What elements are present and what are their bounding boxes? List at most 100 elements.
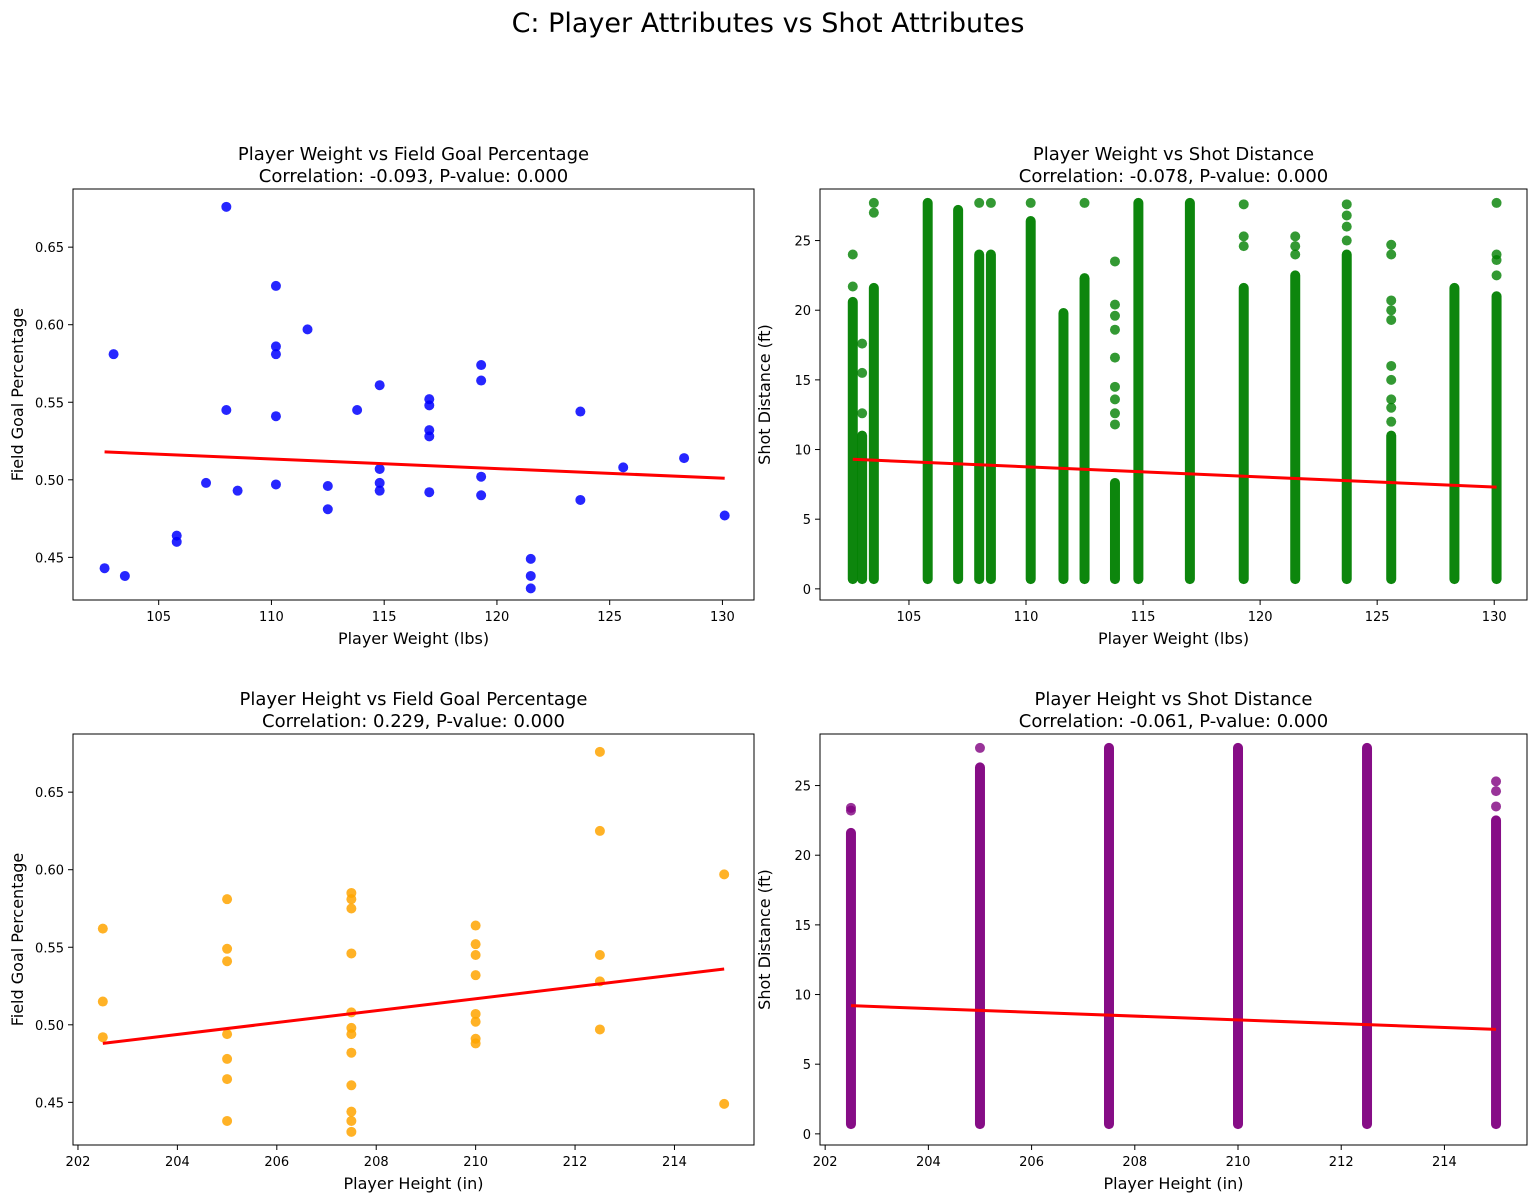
data-point [1341, 235, 1352, 246]
data-point [618, 462, 629, 473]
regression-line [852, 457, 1497, 489]
data-point [1109, 256, 1120, 267]
data-point [374, 380, 385, 391]
data-point [1386, 360, 1397, 371]
plot-area [97, 746, 730, 1137]
data-point [847, 281, 858, 292]
data-point [1109, 419, 1120, 430]
data-point [857, 408, 868, 419]
data-point [222, 1029, 233, 1040]
data-point [1109, 408, 1120, 419]
x-tick-label: 125 [1365, 610, 1390, 625]
chart-panel-2: Player Weight vs Shot DistanceCorrelatio… [755, 144, 1528, 648]
x-tick-label: 212 [1329, 1155, 1354, 1170]
data-point [1341, 221, 1352, 232]
regression-line [850, 1004, 1497, 1031]
x-tick-label: 212 [563, 1155, 588, 1170]
chart-panel-3: Player Height vs Field Goal PercentageCo… [8, 689, 755, 1193]
x-tick-label: 208 [364, 1155, 389, 1170]
data-point [346, 1080, 357, 1091]
chart-subtitle: Correlation: -0.093, P-value: 0.000 [259, 166, 568, 187]
y-tick-label: 0.50 [35, 1019, 64, 1034]
x-tick-label: 110 [259, 610, 284, 625]
data-point [346, 1115, 357, 1126]
plot-area [99, 201, 730, 594]
x-axis-label: Player Weight (lbs) [1098, 629, 1249, 648]
data-point [476, 471, 487, 482]
data-point [222, 1053, 233, 1064]
data-point [476, 360, 487, 371]
data-point [525, 583, 536, 594]
data-point [1109, 310, 1120, 321]
data-point [201, 477, 212, 488]
data-point [1025, 197, 1036, 208]
y-tick-label: 10 [794, 444, 811, 459]
data-point [222, 1074, 233, 1085]
x-tick-label: 214 [1432, 1155, 1457, 1170]
data-point [594, 825, 605, 836]
data-point [424, 431, 435, 442]
data-point [1386, 374, 1397, 385]
y-tick-label: 15 [794, 374, 811, 389]
data-point [270, 411, 281, 422]
chart-title: Player Weight vs Shot Distance [1033, 144, 1314, 165]
data-point [1386, 314, 1397, 325]
data-point [985, 197, 996, 208]
data-point [424, 400, 435, 411]
regression-line [102, 967, 725, 1045]
x-tick-label: 130 [710, 610, 735, 625]
data-point [270, 479, 281, 490]
data-point [1386, 249, 1397, 260]
data-point [1491, 801, 1502, 812]
data-point [1290, 249, 1301, 260]
y-axis-label: Shot Distance (ft) [755, 869, 774, 1010]
data-point [470, 939, 481, 950]
data-point [221, 405, 232, 416]
data-point [1491, 197, 1502, 208]
chart-panel-4: Player Height vs Shot DistanceCorrelatio… [755, 689, 1528, 1193]
data-point [719, 1098, 730, 1109]
chart-subtitle: Correlation: -0.061, P-value: 0.000 [1019, 711, 1328, 732]
y-tick-label: 10 [794, 989, 811, 1004]
chart-subtitle: Correlation: -0.078, P-value: 0.000 [1019, 166, 1328, 187]
data-point [719, 869, 730, 880]
data-point [470, 1008, 481, 1019]
x-tick-label: 210 [463, 1155, 488, 1170]
x-tick-label: 206 [1019, 1155, 1044, 1170]
regression-line [104, 450, 725, 480]
chart-title: Player Weight vs Field Goal Percentage [238, 144, 589, 165]
chart-title: Player Height vs Shot Distance [1034, 689, 1312, 710]
y-tick-label: 0.55 [35, 396, 64, 411]
x-tick-label: 204 [165, 1155, 190, 1170]
data-point [575, 494, 586, 505]
axes-frame [819, 733, 1528, 1146]
data-point [346, 1106, 357, 1117]
data-point [374, 485, 385, 496]
axes-frame [72, 188, 755, 601]
data-point [1386, 394, 1397, 405]
data-point [374, 477, 385, 488]
data-point [270, 280, 281, 291]
data-point [322, 481, 333, 492]
data-point [868, 197, 879, 208]
x-tick-label: 115 [1131, 610, 1156, 625]
y-tick-label: 15 [794, 919, 811, 934]
plot-area [845, 742, 1502, 1130]
data-point [1491, 270, 1502, 281]
data-point [171, 530, 182, 541]
data-point [352, 405, 363, 416]
data-point [594, 950, 605, 961]
data-point [270, 349, 281, 360]
y-tick-label: 0.55 [35, 941, 64, 956]
data-point [1238, 241, 1249, 252]
data-point [1386, 239, 1397, 250]
data-point [1109, 394, 1120, 405]
data-point [1238, 199, 1249, 210]
x-axis-label: Player Height (in) [344, 1174, 484, 1193]
data-point [270, 341, 281, 352]
data-point [857, 367, 868, 378]
y-tick-label: 5 [803, 1058, 811, 1073]
data-point [476, 375, 487, 386]
data-point [847, 249, 858, 260]
y-tick-label: 0.65 [35, 786, 64, 801]
